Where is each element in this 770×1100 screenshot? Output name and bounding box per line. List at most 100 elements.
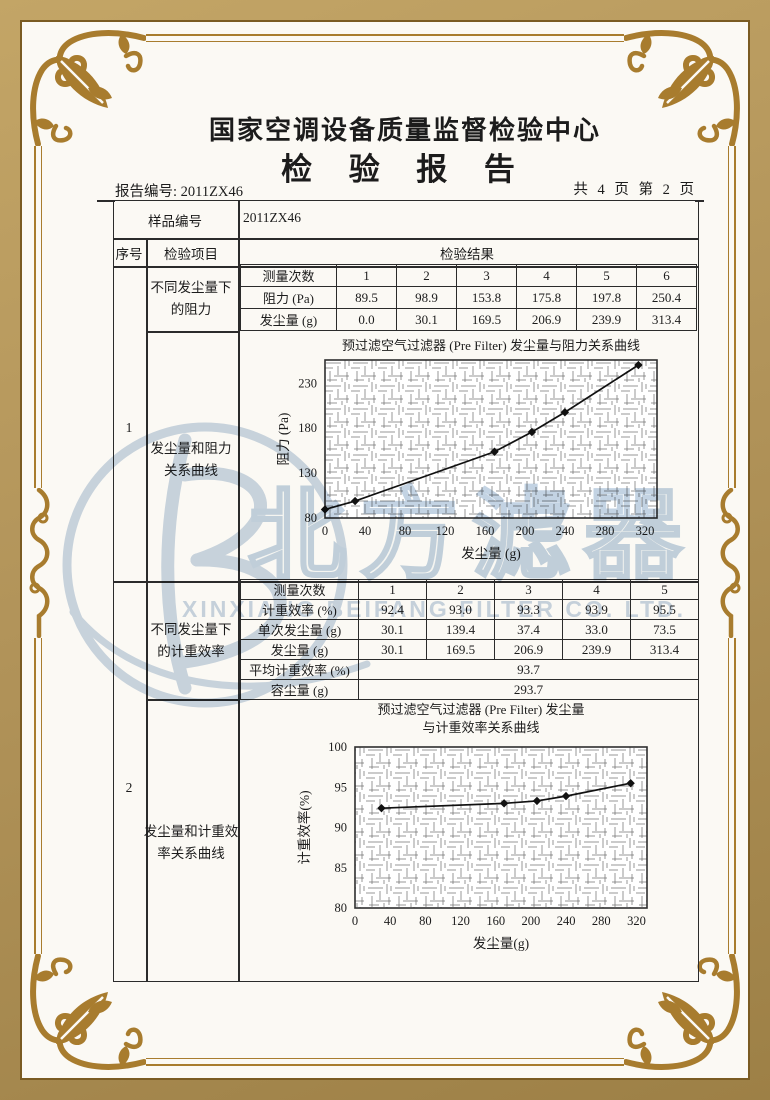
table-divider	[114, 238, 698, 240]
svg-text:与计重效率关系曲线: 与计重效率关系曲线	[422, 720, 539, 735]
merged-value: 293.7	[358, 679, 699, 700]
cell-value: 3	[456, 264, 517, 287]
cell-value: 1	[336, 264, 397, 287]
cell-value: 175.8	[516, 286, 577, 309]
cell-value: 0.0	[336, 308, 397, 331]
table-row: 发尘量 (g) 30.1 169.5 206.9 239.9 313.4	[240, 639, 699, 660]
cell-value: 5	[576, 264, 637, 287]
cell-value: 206.9	[516, 308, 577, 331]
cell-value: 239.9	[562, 639, 631, 660]
row-label: 阻力 (Pa)	[240, 286, 337, 309]
cell-value: 206.9	[494, 639, 563, 660]
cell-value: 33.0	[562, 619, 631, 640]
cell-value: 2	[396, 264, 457, 287]
row-label: 平均计重效率 (%)	[240, 659, 359, 680]
svg-text:80: 80	[305, 511, 318, 525]
svg-text:85: 85	[335, 861, 348, 875]
item-label-line: 发尘量和阻力	[150, 441, 232, 456]
table-row: 测量次数 1 2 3 4 5 6	[240, 264, 697, 287]
svg-text:280: 280	[592, 914, 611, 928]
cell-value: 250.4	[636, 286, 697, 309]
cell-value: 6	[636, 264, 697, 287]
center-name-title: 国家空调设备质量监督检验中心	[208, 115, 601, 145]
cell-value: 89.5	[336, 286, 397, 309]
row-label: 测量次数	[240, 264, 337, 287]
svg-text:80: 80	[335, 901, 348, 915]
svg-text:320: 320	[636, 524, 655, 538]
cell-value: 5	[630, 579, 699, 600]
cell-value: 169.5	[426, 639, 495, 660]
svg-text:240: 240	[556, 524, 575, 538]
resistance-vs-dust-chart: 0 40 80 120 160 200 240 280 320 80 130 180 230 预过滤空气过…	[276, 338, 658, 561]
item-label-line: 发尘量和计重效	[143, 824, 239, 839]
row-label: 测量次数	[240, 579, 359, 600]
cell-value: 4	[516, 264, 577, 287]
svg-text:预过滤空气过滤器 (Pre Filter) 发尘量: 预过滤空气过滤器 (Pre Filter) 发尘量	[378, 702, 585, 717]
cell-value: 153.8	[456, 286, 517, 309]
svg-text:80: 80	[419, 914, 432, 928]
frame-corner-ornament-icon	[26, 26, 146, 146]
cell-value: 3	[494, 579, 563, 600]
table-row: 测量次数 1 2 3 4 5	[240, 579, 699, 600]
page-count-info: 共 4 页 第 2 页	[573, 182, 697, 198]
efficiency-measurements-table: 测量次数 1 2 3 4 5 计重效率 (%) 92.4 93.0 93.3 93.9 95.5 单次发…	[240, 579, 699, 700]
cell-value: 98.9	[396, 286, 457, 309]
svg-text:40: 40	[359, 524, 372, 538]
svg-text:100: 100	[328, 740, 347, 754]
svg-text:预过滤空气过滤器 (Pre Filter) 发尘量与阻力关系: 预过滤空气过滤器 (Pre Filter) 发尘量与阻力关系曲线	[342, 338, 640, 353]
cell-value: 93.0	[426, 599, 495, 620]
svg-text:160: 160	[486, 914, 505, 928]
table-divider	[146, 238, 148, 981]
sample-number-label: 样品编号	[148, 214, 202, 229]
svg-text:240: 240	[557, 914, 576, 928]
row-label: 发尘量 (g)	[240, 639, 359, 660]
cell-value: 93.9	[562, 599, 631, 620]
report-title: 检 验 报 告	[281, 152, 529, 187]
svg-text:160: 160	[476, 524, 495, 538]
cell-value: 30.1	[396, 308, 457, 331]
svg-text:280: 280	[596, 524, 615, 538]
cell-value: 1	[358, 579, 427, 600]
svg-text:230: 230	[298, 376, 317, 390]
svg-text:130: 130	[298, 466, 317, 480]
svg-text:200: 200	[516, 524, 535, 538]
report-number: 报告编号: 2011ZX46	[115, 184, 243, 200]
row-label: 计重效率 (%)	[240, 599, 359, 620]
cell-value: 239.9	[576, 308, 637, 331]
header-rule-extension	[695, 200, 704, 202]
svg-text:120: 120	[436, 524, 455, 538]
cell-value: 92.4	[358, 599, 427, 620]
cell-value: 37.4	[494, 619, 563, 640]
merged-value: 93.7	[358, 659, 699, 680]
cell-value: 139.4	[426, 619, 495, 640]
row-label: 发尘量 (g)	[240, 308, 337, 331]
table-row: 容尘量 (g) 293.7	[240, 679, 699, 700]
cell-value: 2	[426, 579, 495, 600]
table-divider	[146, 699, 238, 701]
table-divider	[146, 331, 238, 333]
sample-number-value: 2011ZX46	[243, 210, 301, 225]
frame-corner-ornament-icon	[26, 954, 146, 1074]
frame-corner-ornament-icon	[624, 26, 744, 146]
cell-value: 73.5	[630, 619, 699, 640]
cell-value: 313.4	[636, 308, 697, 331]
header-rule-extension	[97, 200, 115, 202]
frame-side-scroll-icon	[714, 488, 748, 638]
column-header-result: 检验结果	[440, 247, 494, 262]
row-label: 单次发尘量 (g)	[240, 619, 359, 640]
cell-value: 4	[562, 579, 631, 600]
item-label-line: 率关系曲线	[157, 846, 225, 861]
cell-value: 93.3	[494, 599, 563, 620]
cell-value: 30.1	[358, 619, 427, 640]
svg-text:90: 90	[335, 821, 348, 835]
table-row: 单次发尘量 (g) 30.1 139.4 37.4 33.0 73.5	[240, 619, 699, 640]
cell-value: 313.4	[630, 639, 699, 660]
section-seq: 1	[125, 420, 133, 435]
efficiency-vs-dust-chart: 0 40 80 120 160 200 240 280 320 80 85 90 95 100 预过滤空气过…	[296, 702, 648, 951]
svg-text:80: 80	[399, 524, 412, 538]
svg-text:0: 0	[352, 914, 358, 928]
item-label-line: 的阻力	[170, 302, 212, 317]
svg-text:阻力 (Pa): 阻力 (Pa)	[276, 413, 291, 466]
resistance-measurements-table: 测量次数 1 2 3 4 5 6 阻力 (Pa) 89.5 98.9 153.8 175.8 197.8…	[240, 264, 697, 331]
column-header-item: 检验项目	[164, 247, 218, 262]
